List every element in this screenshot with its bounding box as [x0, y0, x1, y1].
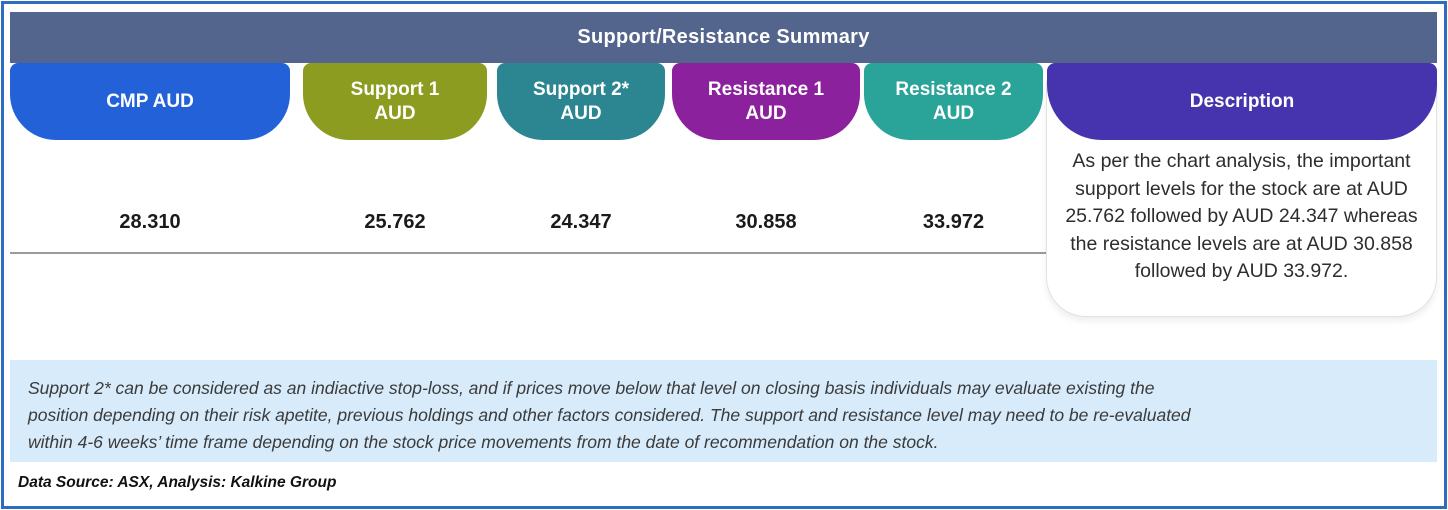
stop-loss-note-box: Support 2* can be considered as an india…: [10, 360, 1437, 462]
stop-loss-note-text: Support 2* can be considered as an india…: [28, 378, 1191, 452]
value-resistance1-aud: 30.858: [735, 210, 797, 233]
value-cmp-aud: 28.310: [119, 210, 181, 233]
data-source-text: Data Source: ASX, Analysis: Kalkine Grou…: [18, 474, 337, 491]
summary-title-bar: Support/Resistance Summary: [10, 12, 1437, 63]
column-header-support2-aud: Support 2* AUD: [497, 63, 665, 140]
value-resistance2-aud: 33.972: [922, 210, 985, 233]
column-header-cmp-aud: CMP AUD: [10, 63, 290, 140]
value-support2-aud: 24.347: [550, 210, 612, 233]
value-support1-aud: 25.762: [364, 210, 426, 233]
column-header-resistance2-aud: Resistance 2 AUD: [864, 63, 1043, 140]
page-title: Support/Resistance Summary: [577, 26, 870, 48]
column-header-support1-aud: Support 1 AUD: [303, 63, 487, 140]
description-text: As per the chart analysis, the important…: [1065, 150, 1418, 282]
column-header-description: Description: [1047, 63, 1437, 140]
column-header-resistance1-aud: Resistance 1 AUD: [672, 63, 860, 140]
values-row-divider: [10, 252, 1046, 254]
